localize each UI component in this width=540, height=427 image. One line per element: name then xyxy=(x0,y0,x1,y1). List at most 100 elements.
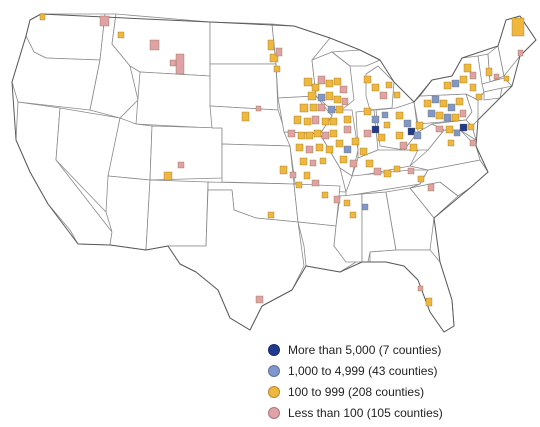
county-marker xyxy=(329,117,338,126)
county-marker xyxy=(427,183,435,192)
county-marker xyxy=(493,73,500,80)
county-marker xyxy=(315,143,324,152)
county-marker xyxy=(447,103,456,112)
state-north-dakota xyxy=(209,21,277,65)
legend-item: More than 5,000 (7 counties) xyxy=(268,339,528,360)
county-marker xyxy=(431,95,440,104)
county-marker xyxy=(299,157,308,166)
county-marker xyxy=(349,159,358,168)
county-marker xyxy=(343,199,351,207)
state-arizona xyxy=(105,175,151,251)
county-marker xyxy=(289,171,297,179)
county-marker xyxy=(311,179,320,187)
county-marker xyxy=(333,195,341,204)
county-marker xyxy=(379,91,388,100)
state-outlines xyxy=(11,13,537,333)
county-marker xyxy=(309,159,317,167)
county-marker xyxy=(267,211,275,219)
county-marker xyxy=(319,157,327,165)
county-marker xyxy=(293,115,302,125)
county-marker xyxy=(363,75,372,84)
county-marker xyxy=(317,103,326,112)
county-marker xyxy=(267,39,275,51)
state-pennsylvania xyxy=(413,93,473,125)
county-marker xyxy=(485,67,493,77)
county-marker xyxy=(469,83,477,92)
county-marker xyxy=(335,139,344,148)
county-marker xyxy=(255,105,262,112)
county-marker xyxy=(427,109,436,118)
legend-label: Less than 100 (105 counties) xyxy=(288,405,443,420)
county-marker xyxy=(325,79,334,88)
county-marker xyxy=(451,113,460,122)
legend-swatch xyxy=(268,364,280,377)
county-marker xyxy=(435,111,444,120)
county-marker xyxy=(459,123,468,132)
legend-label: More than 5,000 (7 counties) xyxy=(288,342,442,357)
county-marker xyxy=(343,125,352,134)
county-marker xyxy=(311,115,320,125)
legend-swatch xyxy=(268,406,280,419)
county-marker xyxy=(269,53,279,63)
county-marker xyxy=(299,103,309,113)
county-marker xyxy=(517,49,524,57)
state-new-mexico xyxy=(145,179,209,251)
county-marker xyxy=(305,145,314,154)
county-marker xyxy=(305,131,314,140)
county-marker xyxy=(371,125,380,134)
county-marker xyxy=(351,137,360,146)
county-marker xyxy=(417,285,424,292)
county-marker xyxy=(303,171,311,180)
county-marker xyxy=(339,155,348,164)
county-marker xyxy=(275,47,283,57)
county-marker xyxy=(503,75,510,82)
county-marker xyxy=(309,103,318,112)
county-marker xyxy=(273,65,281,73)
county-marker xyxy=(453,129,461,137)
county-marker xyxy=(371,83,380,92)
county-marker xyxy=(303,77,313,87)
county-marker xyxy=(175,53,185,75)
legend-label: 100 to 999 (208 counties) xyxy=(288,384,425,399)
county-marker xyxy=(343,115,352,124)
county-marker xyxy=(459,75,468,84)
county-marker xyxy=(363,107,372,116)
county-marker xyxy=(407,167,415,175)
county-marker xyxy=(443,113,452,122)
state-wyoming xyxy=(135,71,213,129)
county-marker xyxy=(365,159,374,168)
county-marker xyxy=(295,143,304,152)
county-marker xyxy=(423,99,432,108)
county-marker xyxy=(475,93,483,101)
legend-item: 1,000 to 4,999 (43 counties) xyxy=(268,360,528,381)
county-marker xyxy=(395,111,404,120)
county-marker xyxy=(407,127,416,136)
county-marker xyxy=(335,105,344,114)
state-kansas xyxy=(221,143,295,185)
county-marker xyxy=(295,181,303,189)
county-marker xyxy=(435,125,444,133)
county-marker xyxy=(459,109,467,118)
county-marker xyxy=(371,115,380,124)
legend-item: 100 to 999 (208 counties) xyxy=(268,381,528,402)
county-marker xyxy=(329,129,338,138)
county-marker xyxy=(339,85,348,94)
county-marker xyxy=(279,165,288,175)
county-marker xyxy=(385,81,393,89)
county-marker xyxy=(455,97,464,106)
county-marker xyxy=(117,31,125,39)
county-marker xyxy=(325,145,334,154)
county-marker xyxy=(341,97,349,106)
county-marker xyxy=(373,167,382,176)
county-marker xyxy=(395,131,404,140)
county-marker xyxy=(255,295,264,304)
county-marker xyxy=(393,165,401,173)
county-marker xyxy=(343,145,352,154)
county-markers xyxy=(39,13,525,307)
county-marker xyxy=(349,211,357,219)
county-marker xyxy=(333,77,342,86)
county-marker xyxy=(463,63,472,73)
county-marker xyxy=(325,91,334,101)
county-marker xyxy=(321,131,330,140)
county-marker xyxy=(327,105,336,114)
